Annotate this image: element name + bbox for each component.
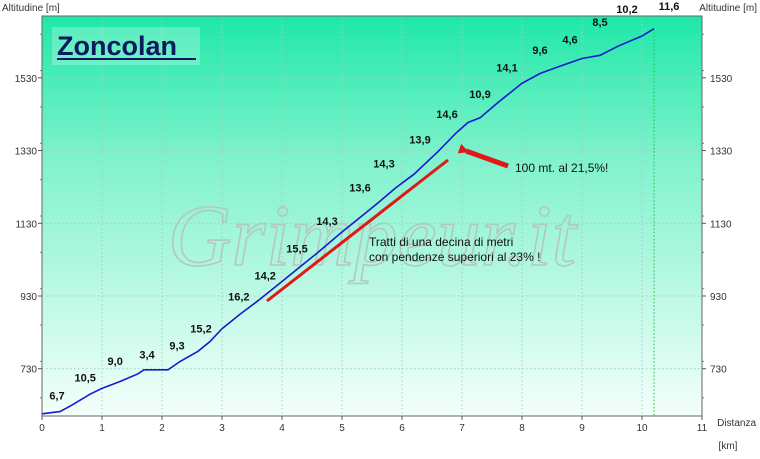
y-tick-label-right: 1330 [710, 147, 733, 158]
gradient-label: 6,7 [49, 391, 64, 403]
steep-point-arrow [457, 143, 509, 169]
y-tick-label-left: 1330 [15, 147, 38, 158]
gradient-label: 9,6 [532, 45, 547, 57]
x-tick-label: 6 [399, 423, 405, 434]
gradient-label: 9,3 [169, 340, 184, 352]
y-axis-left: 730 930 1130 1330 1530 [15, 33, 42, 399]
gradient-label: 14,2 [254, 271, 275, 283]
steep-section-note-line2: con pendenze superiori al 23% ! [369, 250, 540, 264]
gradient-label: 8,5 [592, 17, 607, 29]
x-tick-label: 5 [339, 423, 345, 434]
gradient-label: 15,5 [286, 243, 307, 255]
x-tick-label: 8 [519, 423, 525, 434]
steep-section-marker [266, 158, 449, 303]
x-tick-label: 2 [159, 423, 165, 434]
y-tick-label-right: 730 [710, 365, 727, 376]
y-tick-label-right: 1130 [710, 219, 732, 230]
plot-background [42, 16, 702, 416]
gradient-label: 10,5 [74, 372, 95, 384]
steep-point-note: 100 mt. al 21,5%! [515, 161, 608, 175]
elevation-profile-line [41, 28, 655, 415]
chart-title: Zoncolan [57, 31, 177, 61]
x-tick-label: 7 [459, 423, 465, 434]
y-tick-label-left: 730 [20, 365, 37, 376]
y-axis-title-left: Altitudine [m] [2, 3, 60, 14]
x-tick-label: 1 [99, 423, 105, 434]
x-axis: 0 1 2 3 4 5 6 7 8 9 10 11 [39, 416, 708, 434]
gradient-label: 14,6 [436, 109, 457, 121]
x-tick-label: 9 [579, 423, 585, 434]
gradient-label: 14,3 [373, 159, 394, 171]
chart-watermark: Grimpeur.it [168, 188, 579, 285]
x-axis-title: Distanza [717, 418, 756, 429]
gradient-label: 10,2 [616, 4, 637, 16]
x-tick-label: 10 [636, 423, 648, 434]
grid [42, 16, 702, 416]
gradient-labels: 6,710,59,03,49,315,216,214,215,514,313,6… [49, 1, 679, 403]
y-axis-right: 730 930 1130 1330 1530 [702, 33, 733, 399]
gradient-label: 15,2 [190, 323, 211, 335]
gradient-label: 4,6 [562, 34, 577, 46]
steep-section-note-line1: Tratti di una decina di metri [369, 235, 513, 249]
gradient-label: 16,2 [228, 292, 249, 304]
gradient-label: 14,3 [316, 216, 337, 228]
x-tick-label: 0 [39, 423, 45, 434]
gradient-label: 13,6 [349, 182, 370, 194]
y-tick-label-left: 1530 [15, 74, 38, 85]
y-axis-title-right: Altitudine [m] [699, 3, 757, 14]
x-tick-label: 4 [279, 423, 285, 434]
y-tick-label-left: 1130 [15, 219, 37, 230]
y-tick-label-right: 930 [710, 292, 727, 303]
gradient-label: 13,9 [409, 134, 430, 146]
gradient-label: 10,9 [469, 89, 490, 101]
gradient-label: 9,0 [108, 356, 123, 368]
x-axis-unit: [km] [719, 441, 738, 452]
gradient-label: 3,4 [139, 350, 155, 362]
y-tick-label-left: 930 [20, 292, 37, 303]
x-tick-label: 3 [219, 423, 225, 434]
gradient-label: 11,6 [659, 1, 680, 13]
x-tick-label: 11 [697, 423, 708, 434]
gradient-label: 14,1 [496, 62, 517, 74]
y-tick-label-right: 1530 [710, 74, 733, 85]
